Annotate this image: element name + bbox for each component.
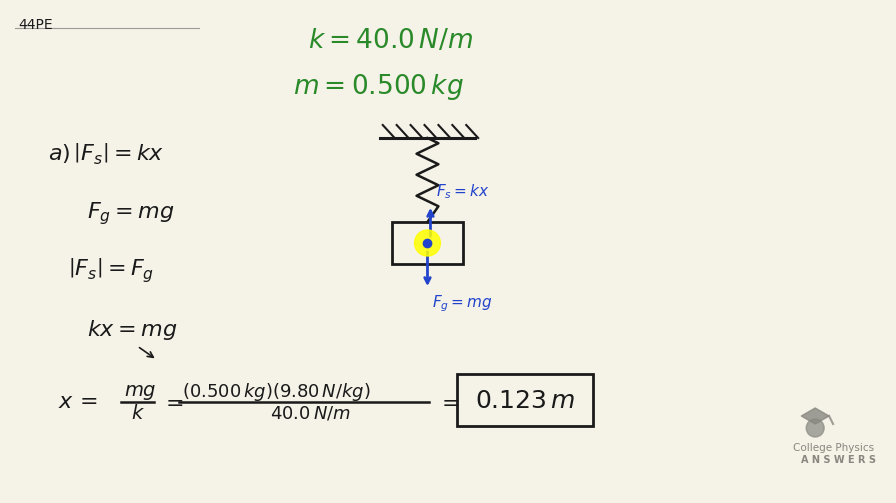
Text: $\left|F_s\right| = F_g$: $\left|F_s\right| = F_g$ bbox=[67, 258, 154, 285]
Circle shape bbox=[415, 230, 441, 256]
Text: $40.0\,N/m$: $40.0\,N/m$ bbox=[271, 405, 351, 423]
Text: $k = 40.0\,N/m$: $k = 40.0\,N/m$ bbox=[308, 28, 473, 54]
Text: $mg$: $mg$ bbox=[125, 383, 157, 402]
Text: $0.123\,m$: $0.123\,m$ bbox=[475, 389, 575, 413]
Text: $a)\,\left|F_s\right| = kx$: $a)\,\left|F_s\right| = kx$ bbox=[47, 142, 164, 166]
Text: $=$: $=$ bbox=[437, 392, 460, 412]
Text: $k$: $k$ bbox=[131, 404, 145, 423]
Circle shape bbox=[806, 419, 824, 437]
Text: $x\,=\,$: $x\,=\,$ bbox=[57, 392, 98, 412]
Text: $kx = mg$: $kx = mg$ bbox=[88, 318, 177, 342]
Text: A N S W E R S: A N S W E R S bbox=[801, 455, 876, 465]
Text: $F_g = mg$: $F_g = mg$ bbox=[88, 200, 175, 227]
FancyBboxPatch shape bbox=[457, 374, 592, 426]
Text: $(0.500\,kg)(9.80\,N/kg)$: $(0.500\,kg)(9.80\,N/kg)$ bbox=[182, 381, 371, 403]
Text: $=$: $=$ bbox=[161, 392, 184, 412]
Text: $m = 0.500\,kg$: $m = 0.500\,kg$ bbox=[293, 72, 464, 102]
Text: $F_s = kx$: $F_s = kx$ bbox=[436, 182, 490, 201]
Text: 44PE: 44PE bbox=[18, 18, 53, 32]
FancyBboxPatch shape bbox=[392, 222, 463, 264]
Text: $F_g = mg$: $F_g = mg$ bbox=[433, 293, 493, 313]
Polygon shape bbox=[801, 408, 829, 424]
Text: College Physics: College Physics bbox=[793, 443, 874, 453]
